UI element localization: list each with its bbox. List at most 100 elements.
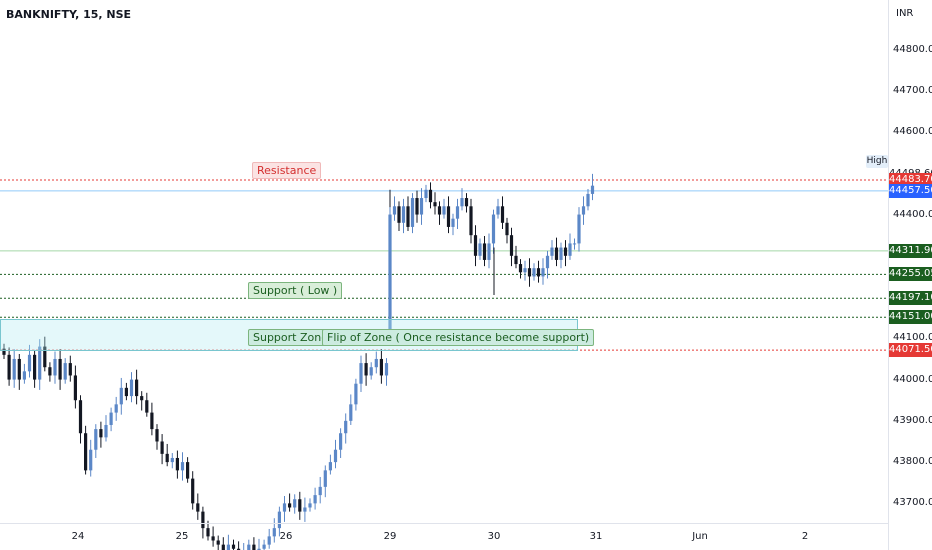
candle-body bbox=[7, 354, 11, 380]
candle-body bbox=[17, 358, 21, 380]
candle-body bbox=[532, 268, 536, 277]
candle-body bbox=[344, 420, 348, 434]
candle-body bbox=[221, 544, 225, 550]
price-axis-separator bbox=[888, 0, 889, 550]
candle-body bbox=[419, 198, 424, 215]
y-tick-label: 43900.00 bbox=[893, 414, 932, 426]
candle-body bbox=[191, 478, 195, 504]
candle-body bbox=[554, 247, 559, 260]
candle-body bbox=[211, 536, 215, 541]
price-label-green: 44151.00 bbox=[889, 310, 932, 325]
candle-body bbox=[313, 495, 317, 504]
candle-body bbox=[406, 206, 410, 227]
candle-body bbox=[410, 198, 415, 227]
candle-body bbox=[374, 358, 378, 368]
candle-body bbox=[514, 255, 518, 265]
candle-body bbox=[349, 404, 353, 421]
support-zone-annotation[interactable]: Support Zone bbox=[248, 329, 333, 346]
y-tick-label: 44600.00 bbox=[893, 126, 932, 138]
candle-body bbox=[323, 470, 327, 487]
candle-body bbox=[545, 255, 550, 269]
candle-body bbox=[339, 433, 343, 450]
candle-body bbox=[206, 528, 210, 537]
candle-body bbox=[84, 433, 88, 471]
support-low-annotation[interactable]: Support ( Low ) bbox=[248, 282, 343, 299]
candle-body bbox=[577, 214, 581, 244]
candle-body bbox=[505, 222, 509, 236]
candle-body bbox=[586, 193, 590, 207]
price-label-blue: 44457.50 bbox=[889, 183, 932, 198]
y-tick-label: 44100.00 bbox=[893, 332, 932, 344]
candle-body bbox=[354, 383, 358, 405]
candle-body bbox=[226, 544, 230, 550]
candle-body bbox=[267, 536, 271, 545]
candle-body bbox=[442, 206, 446, 215]
candle-body bbox=[73, 375, 77, 401]
candle-body bbox=[550, 247, 554, 256]
candle-body bbox=[272, 528, 276, 537]
candle-body bbox=[318, 486, 322, 496]
candle-body bbox=[369, 367, 373, 376]
x-tick-label: 30 bbox=[487, 531, 501, 542]
candle-body bbox=[496, 206, 500, 215]
candle-body bbox=[541, 268, 545, 277]
candle-body bbox=[160, 441, 164, 454]
chart-title: BANKNIFTY, 15, NSE bbox=[6, 8, 132, 21]
high-label: High bbox=[866, 155, 888, 168]
candle-body bbox=[282, 503, 287, 512]
candle-body bbox=[277, 511, 281, 529]
candle-body bbox=[216, 540, 220, 545]
candle-body bbox=[482, 243, 487, 260]
candle-body bbox=[455, 206, 460, 219]
candle-body bbox=[104, 424, 108, 438]
candle-body bbox=[129, 379, 134, 397]
x-tick-label: 31 bbox=[589, 531, 603, 542]
candle-body bbox=[150, 412, 154, 430]
candle-body bbox=[124, 387, 128, 397]
candle-body bbox=[237, 548, 241, 550]
flip-zone-annotation[interactable]: Flip of Zone ( Once resistance become su… bbox=[322, 329, 595, 346]
candle-body bbox=[247, 544, 251, 550]
x-tick-label: 2 bbox=[801, 531, 809, 542]
candle-body bbox=[201, 511, 205, 529]
candle-body bbox=[58, 358, 62, 380]
candle-body bbox=[509, 235, 514, 256]
price-label-red: 44071.50 bbox=[889, 343, 932, 358]
candle-body bbox=[135, 379, 139, 397]
candle-body bbox=[33, 354, 37, 380]
candle-body bbox=[63, 363, 67, 380]
x-tick-label: 26 bbox=[279, 531, 293, 542]
time-axis-separator bbox=[0, 523, 888, 524]
candle-body bbox=[581, 206, 586, 215]
candle-body bbox=[397, 206, 401, 223]
y-tick-label: 44400.00 bbox=[893, 208, 932, 220]
candle-body bbox=[487, 243, 491, 260]
candle-body bbox=[379, 358, 383, 376]
candle-body bbox=[293, 499, 297, 508]
candle-body bbox=[303, 507, 307, 512]
candle-body bbox=[308, 503, 312, 508]
candle-body bbox=[2, 348, 6, 355]
candle-body bbox=[38, 346, 42, 380]
candle-body bbox=[469, 206, 473, 236]
candle-body bbox=[145, 400, 149, 413]
candle-body bbox=[12, 358, 16, 380]
candle-body bbox=[298, 499, 302, 512]
candle-body bbox=[180, 462, 185, 471]
y-tick-label: 43700.00 bbox=[893, 497, 932, 509]
candle-body bbox=[89, 449, 93, 471]
y-tick-label: 44000.00 bbox=[893, 373, 932, 385]
candle-body bbox=[559, 247, 563, 260]
x-tick-label: Jun bbox=[692, 531, 708, 542]
candle-body bbox=[364, 363, 368, 376]
candle-body bbox=[433, 202, 437, 207]
candle-body bbox=[388, 214, 392, 331]
candle-body bbox=[473, 235, 478, 256]
resistance-annotation[interactable]: Resistance bbox=[252, 162, 322, 179]
candle-body bbox=[119, 387, 123, 405]
candle-body bbox=[491, 214, 496, 244]
x-tick-label: 25 bbox=[175, 531, 189, 542]
candle-body bbox=[257, 548, 261, 550]
candle-body bbox=[288, 503, 292, 508]
